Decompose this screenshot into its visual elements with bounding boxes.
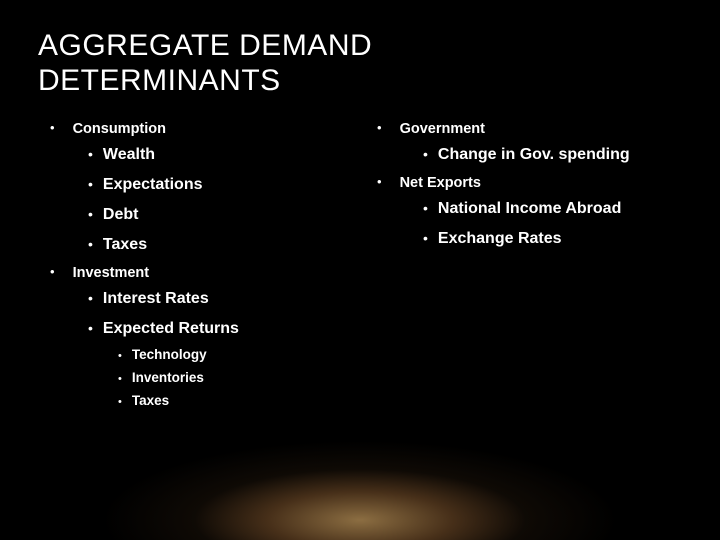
right-column: • Government • Change in Gov. spending •… <box>365 121 682 418</box>
wealth-label: Wealth <box>103 145 155 165</box>
left-column: • Consumption • Wealth • Expectations <box>38 121 355 418</box>
list-item-interest-rates: • Interest Rates <box>88 289 355 309</box>
bullet-icon: • <box>88 321 93 335</box>
list-item-net-exports: • Net Exports • National Income Abroad •… <box>371 175 682 249</box>
bullet-icon: • <box>88 147 93 161</box>
taxes-sub-label: Taxes <box>132 393 169 408</box>
bullet-icon: • <box>423 201 428 215</box>
bullet-icon: • <box>50 121 55 134</box>
expected-returns-label: Expected Returns <box>103 319 239 339</box>
title-line-1: AGGREGATE DEMAND <box>38 29 372 62</box>
expectations-label: Expectations <box>103 175 203 195</box>
list-item-taxes-sub: • Taxes <box>118 393 355 408</box>
bullet-icon: • <box>88 291 93 305</box>
list-item-government: • Government • Change in Gov. spending <box>371 121 682 165</box>
investment-label: Investment <box>73 265 150 281</box>
national-income-abroad-label: National Income Abroad <box>438 199 621 219</box>
bullet-icon: • <box>118 397 122 408</box>
title-line-2: DETERMINANTS <box>38 64 281 97</box>
bullet-icon: • <box>423 147 428 161</box>
columns: • Consumption • Wealth • Expectations <box>38 121 682 418</box>
list-item-technology: • Technology <box>118 347 355 362</box>
glow-decoration <box>100 440 620 540</box>
bullet-icon: • <box>377 175 382 188</box>
change-spending-label: Change in Gov. spending <box>438 145 630 165</box>
bullet-icon: • <box>88 177 93 191</box>
list-item-exchange-rates: • Exchange Rates <box>423 229 682 249</box>
list-item-national-income-abroad: • National Income Abroad <box>423 199 682 219</box>
net-exports-label: Net Exports <box>400 175 481 191</box>
list-item-wealth: • Wealth <box>88 145 355 165</box>
list-item-consumption: • Consumption • Wealth • Expectations <box>44 121 355 255</box>
bullet-icon: • <box>377 121 382 134</box>
debt-label: Debt <box>103 205 139 225</box>
slide: AGGREGATE DEMAND DETERMINANTS • Consumpt… <box>0 0 720 540</box>
bullet-icon: • <box>88 237 93 251</box>
technology-label: Technology <box>132 347 207 362</box>
bullet-icon: • <box>118 374 122 385</box>
inventories-label: Inventories <box>132 370 204 385</box>
exchange-rates-label: Exchange Rates <box>438 229 562 249</box>
list-item-inventories: • Inventories <box>118 370 355 385</box>
list-item-debt: • Debt <box>88 205 355 225</box>
list-item-taxes: • Taxes <box>88 235 355 255</box>
interest-rates-label: Interest Rates <box>103 289 209 309</box>
bullet-icon: • <box>50 265 55 278</box>
bullet-icon: • <box>423 231 428 245</box>
list-item-expectations: • Expectations <box>88 175 355 195</box>
government-label: Government <box>400 121 485 137</box>
taxes-label: Taxes <box>103 235 147 255</box>
list-item-change-spending: • Change in Gov. spending <box>423 145 682 165</box>
bullet-icon: • <box>88 207 93 221</box>
slide-title: AGGREGATE DEMAND DETERMINANTS <box>38 28 682 99</box>
consumption-label: Consumption <box>73 121 166 137</box>
bullet-icon: • <box>118 351 122 362</box>
list-item-investment: • Investment • Interest Rates • Expected… <box>44 265 355 408</box>
list-item-expected-returns: • Expected Returns • Technology • <box>88 319 355 408</box>
